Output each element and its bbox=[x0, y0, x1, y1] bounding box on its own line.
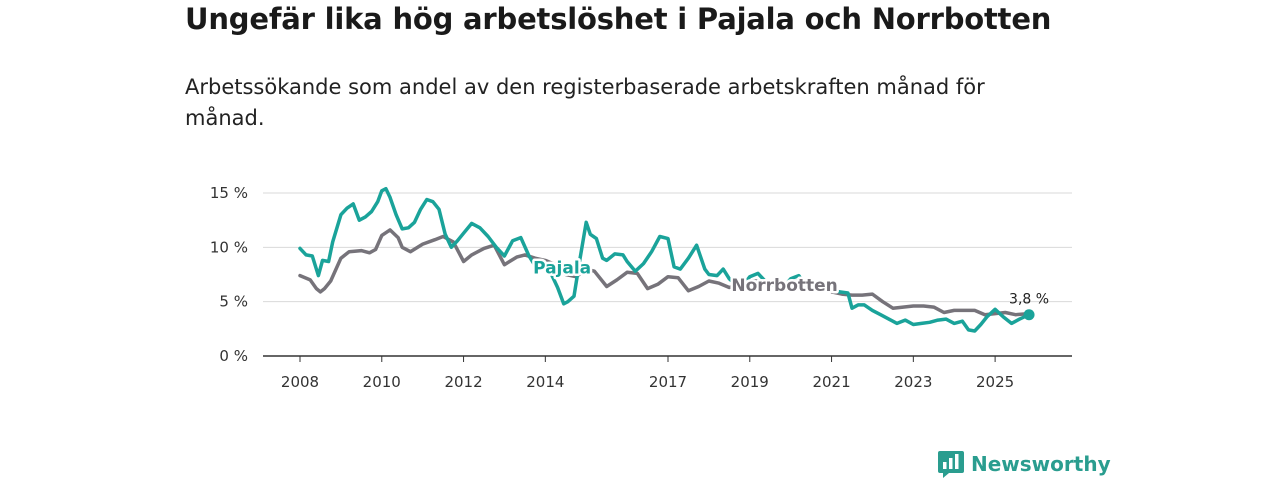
x-tick-label: 2008 bbox=[281, 373, 319, 391]
x-tick-label: 2025 bbox=[976, 373, 1014, 391]
y-tick-label: 15 % bbox=[210, 184, 248, 202]
series-label-pajala: Pajala bbox=[533, 258, 591, 278]
newsworthy-logo: Newsworthy bbox=[937, 448, 1111, 480]
chart-title: Ungefär lika hög arbetslöshet i Pajala o… bbox=[185, 2, 1052, 36]
x-tick-label: 2012 bbox=[444, 373, 482, 391]
line-chart: 0 % 5 % 10 % 15 % 2008 2010 2012 2014 2017 2019 20… bbox=[210, 184, 1072, 391]
last-value-marker bbox=[1023, 309, 1035, 321]
grid-layer bbox=[263, 192, 1072, 357]
x-tick-label: 2023 bbox=[894, 373, 932, 391]
x-tick-label: 2014 bbox=[526, 373, 564, 391]
series-layer bbox=[298, 186, 1031, 333]
y-tick-label: 10 % bbox=[210, 238, 248, 256]
label-layer: Pajala Norrbotten 3,8 % bbox=[531, 256, 1049, 321]
x-tick-label: 2019 bbox=[731, 373, 769, 391]
brand-name: Newsworthy bbox=[971, 452, 1111, 476]
x-tick-label: 2010 bbox=[363, 373, 401, 391]
series-line-pajala bbox=[298, 186, 1031, 333]
y-tick-label: 0 % bbox=[219, 347, 248, 365]
series-line-norrbotten bbox=[298, 228, 1031, 317]
x-tick-label: 2017 bbox=[649, 373, 687, 391]
tick-layer: 0 % 5 % 10 % 15 % 2008 2010 2012 2014 2017 2019 20… bbox=[210, 184, 1014, 391]
y-tick-label: 5 % bbox=[219, 293, 248, 311]
last-value-label: 3,8 % bbox=[1009, 292, 1049, 308]
bar-chart-speech-icon bbox=[938, 451, 964, 478]
series-label-norrbotten: Norrbotten bbox=[731, 276, 837, 296]
chart-subtitle: Arbetssökande som andel av den registerb… bbox=[185, 75, 985, 130]
x-tick-label: 2021 bbox=[812, 373, 850, 391]
